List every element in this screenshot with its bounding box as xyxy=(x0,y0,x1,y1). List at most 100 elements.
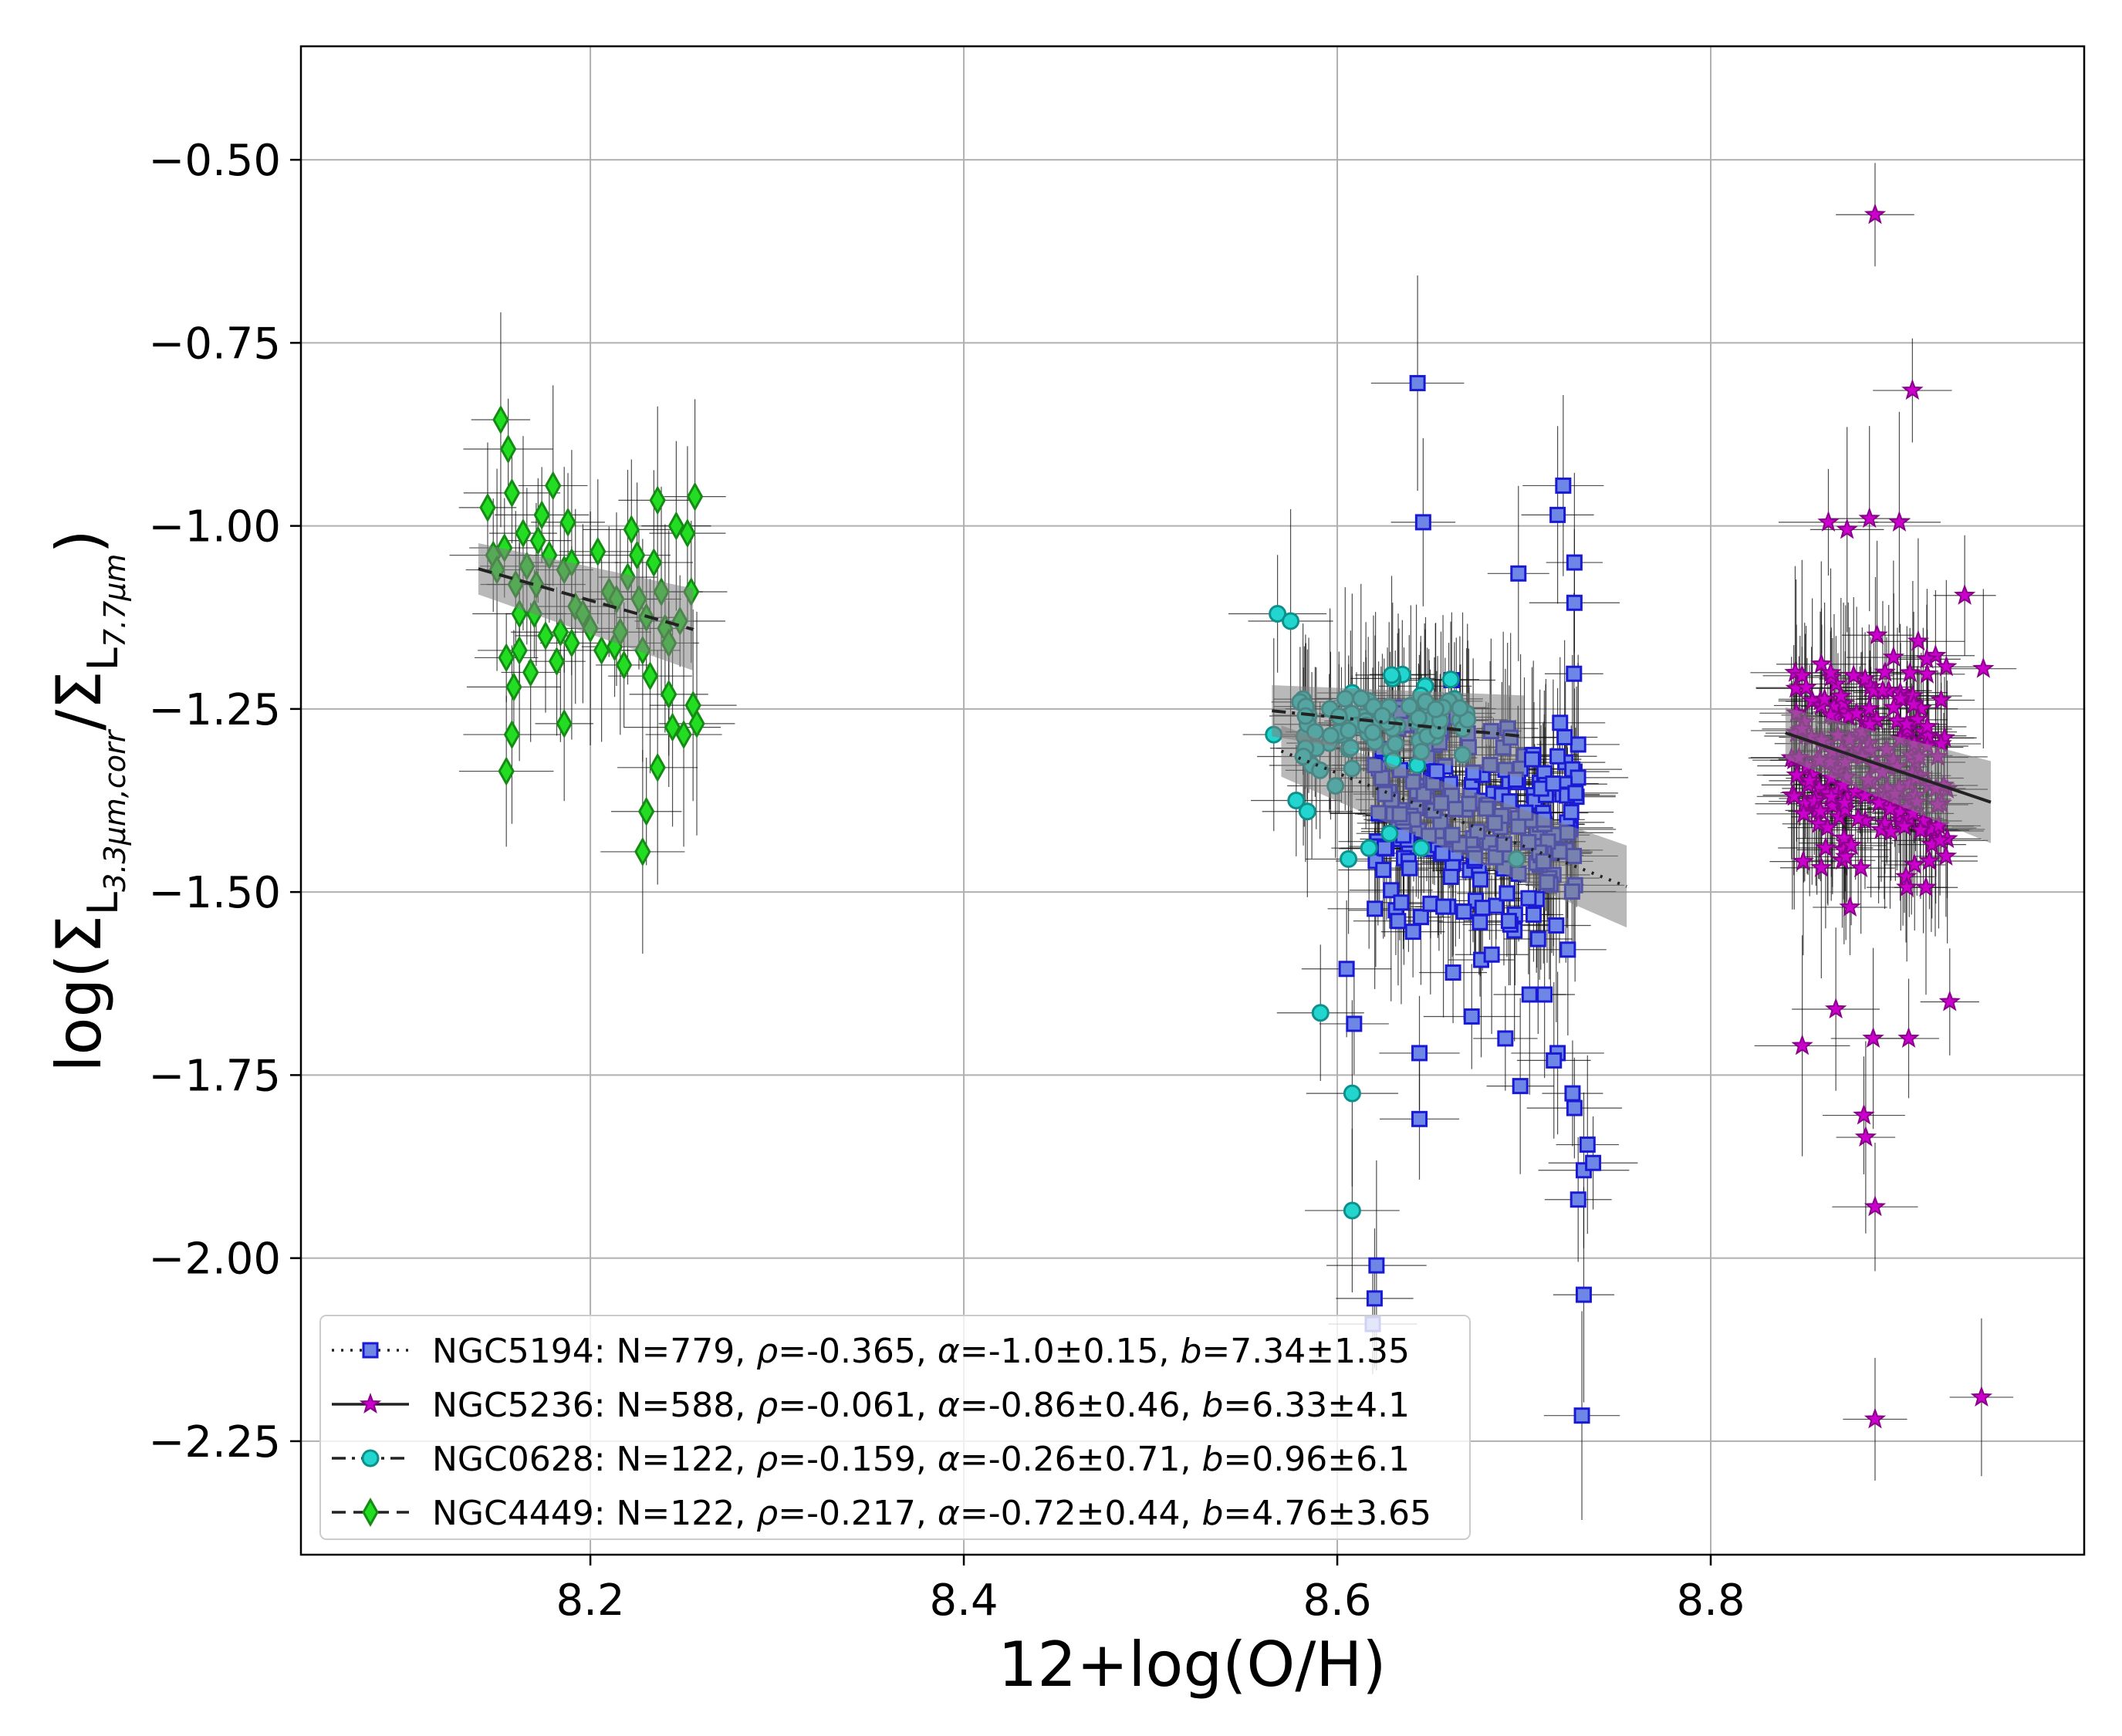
NGC5236-point xyxy=(1817,511,1840,532)
NGC5236-point xyxy=(1803,789,1826,811)
NGC5194-point xyxy=(1499,885,1515,902)
NGC5236-point xyxy=(1814,836,1837,858)
y-axis-title-sub2: L xyxy=(79,647,127,670)
y-tick-label: −1.50 xyxy=(148,868,281,918)
NGC0628-point xyxy=(1282,612,1300,630)
NGC4449-point xyxy=(623,515,640,545)
NGC5194-point xyxy=(1512,1078,1529,1095)
NGC5236-point xyxy=(1810,652,1833,674)
NGC5236-point xyxy=(1813,687,1836,709)
NGC5236-point xyxy=(1864,1407,1887,1429)
NGC5194-point xyxy=(1368,1257,1385,1274)
NGC5236-point xyxy=(1918,849,1941,871)
legend-label-part: =-0.159, xyxy=(778,1440,938,1479)
NGC5236-point xyxy=(1886,709,1909,731)
NGC5236-point xyxy=(1935,655,1958,677)
legend-entry-NGC5194: NGC5194: N=779, ρ=-0.365, α=-1.0±0.15, b… xyxy=(332,1332,1410,1371)
NGC4449-point xyxy=(498,643,515,673)
NGC5194-point xyxy=(1567,785,1584,802)
NGC5194-point xyxy=(1393,894,1410,911)
y-tick-label: −1.75 xyxy=(148,1051,281,1101)
NGC5194-point xyxy=(1563,804,1580,821)
NGC0628-point xyxy=(1287,792,1306,809)
NGC5236-point xyxy=(1843,664,1865,685)
NGC5194-point xyxy=(1545,775,1562,792)
NGC4449-point xyxy=(675,720,692,750)
NGC5236-point xyxy=(1820,785,1843,806)
NGC0628-point xyxy=(1269,604,1287,623)
NGC5236-point xyxy=(1909,819,1932,840)
NGC0628-fit-line xyxy=(1272,709,1525,738)
NGC5194-point xyxy=(1510,565,1527,582)
NGC4449-point xyxy=(533,500,550,530)
y-tick-label: −1.25 xyxy=(148,685,281,735)
NGC5194-point xyxy=(1536,986,1553,1003)
y-tick-label: −0.50 xyxy=(148,136,281,186)
NGC5194-point xyxy=(1375,861,1392,878)
NGC0628-point xyxy=(1412,839,1431,857)
legend-label-part: α xyxy=(938,1332,960,1371)
NGC4449-point xyxy=(679,518,696,549)
NGC5236-point xyxy=(1904,853,1926,874)
NGC5236-point xyxy=(1845,701,1868,723)
legend-label-part: b xyxy=(1201,1494,1223,1533)
data-markers xyxy=(479,203,1995,1429)
legend-label-part: ρ xyxy=(756,1386,778,1425)
NGC5194-point xyxy=(1585,1154,1602,1171)
y-axis-title-prefix: log(Σ xyxy=(43,915,115,1072)
NGC5236-point xyxy=(1799,769,1821,790)
NGC5194-point xyxy=(1500,913,1517,930)
NGC5236-point xyxy=(1896,876,1918,897)
NGC4449-point xyxy=(593,635,610,666)
legend-label-part: =-0.217, xyxy=(778,1494,938,1533)
legend-label-part: ρ xyxy=(756,1440,778,1479)
NGC5236-point xyxy=(1862,1027,1884,1048)
legend-entry-NGC0628: NGC0628: N=122, ρ=-0.159, α=-0.26±0.71, … xyxy=(332,1440,1410,1479)
legend-label-part: b xyxy=(1201,1386,1223,1425)
NGC5236-point xyxy=(1833,791,1856,812)
NGC5194-point xyxy=(1346,1015,1363,1032)
NGC5194-point xyxy=(1442,868,1459,885)
NGC5194-point xyxy=(1520,890,1537,907)
NGC5194-point xyxy=(1411,1045,1428,1062)
y-tick-label: −2.25 xyxy=(148,1417,281,1467)
NGC4449-point xyxy=(548,647,566,677)
NGC4449-point xyxy=(511,635,528,666)
y-tick-label: −1.00 xyxy=(148,502,281,552)
NGC5236-point xyxy=(1901,379,1924,400)
NGC5194-point xyxy=(1463,1008,1480,1025)
NGC5236-point xyxy=(1820,703,1842,724)
x-tick-label: 8.2 xyxy=(556,1576,625,1626)
fit-lines xyxy=(478,543,1992,928)
NGC5194-point xyxy=(1367,900,1384,917)
NGC4449-point xyxy=(556,708,573,738)
NGC0628-point xyxy=(1383,666,1401,684)
NGC0628-point xyxy=(1360,839,1378,857)
legend-label-part: NGC5194: N=779, xyxy=(432,1332,756,1371)
NGC5194-point xyxy=(1401,860,1418,876)
legend-label-part: =-0.86±0.46, xyxy=(960,1386,1202,1425)
NGC5236-point xyxy=(1858,697,1880,718)
NGC5236-point xyxy=(1871,679,1894,701)
NGC4449-point xyxy=(664,712,681,742)
plot-frame xyxy=(299,45,2086,1556)
legend-label-part: ρ xyxy=(756,1494,778,1533)
NGC5236-point xyxy=(1807,812,1830,833)
NGC5236-point xyxy=(1824,998,1847,1019)
NGC5236-point xyxy=(1816,816,1839,837)
legend: NGC5194: N=779, ρ=-0.365, α=-1.0±0.15, b… xyxy=(319,1315,1471,1540)
y-axis-title-subsub2: 7.7μm xyxy=(98,554,132,648)
NGC4449-point xyxy=(563,628,580,658)
NGC5236-point xyxy=(1858,507,1880,529)
NGC4449-point xyxy=(505,672,522,702)
NGC4449-point xyxy=(615,650,633,680)
NGC5236-point xyxy=(1914,876,1938,897)
NGC5194-point xyxy=(1546,1052,1563,1069)
NGC5236-point xyxy=(1882,646,1905,667)
NGC5194-point xyxy=(1376,839,1393,856)
NGC0628-fit-band xyxy=(1272,684,1525,778)
NGC4449-point xyxy=(637,796,655,826)
NGC4449-point xyxy=(641,661,659,691)
NGC5236-point xyxy=(1791,664,1813,685)
